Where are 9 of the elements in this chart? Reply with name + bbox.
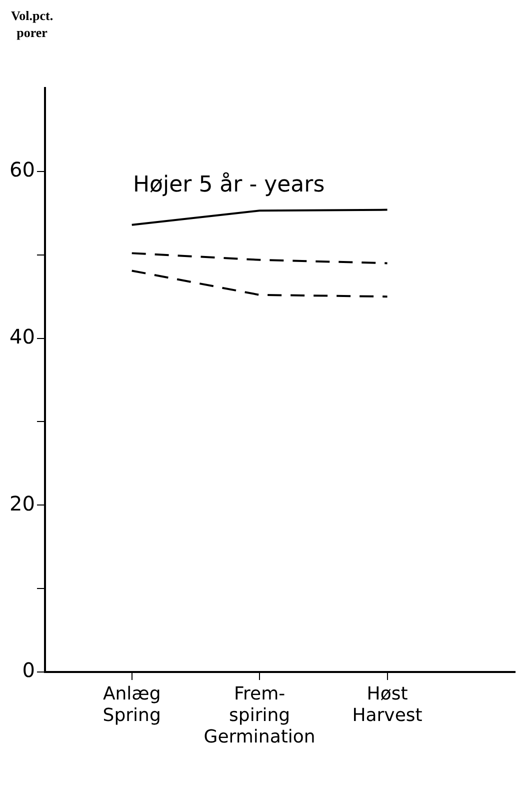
- y-tick-label: 20: [10, 491, 35, 516]
- annotation: Højer 5 år - years: [133, 172, 325, 198]
- y-axis-title: Vol.pct. porer: [10, 8, 54, 40]
- y-tick-label: 0: [22, 658, 35, 682]
- x-tick-label: Frem- spiring Germination: [204, 683, 316, 748]
- y-tick-label: 60: [10, 158, 35, 182]
- x-tick-label: Høst Harvest: [352, 683, 422, 726]
- y-tick-label: 40: [10, 324, 35, 348]
- x-tick-label: Anlæg Spring: [102, 683, 161, 726]
